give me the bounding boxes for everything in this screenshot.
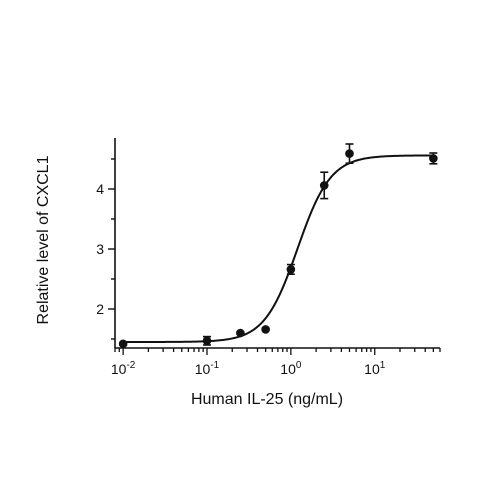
data-point	[118, 339, 128, 349]
x-tick-exponent: -1	[210, 360, 219, 371]
x-tick-label: 10-1	[195, 360, 220, 377]
data-point	[261, 325, 270, 334]
x-tick-base: 10	[280, 361, 296, 377]
x-tick-label: 10-2	[111, 360, 136, 377]
x-tick-base: 10	[195, 361, 211, 377]
x-tick-base: 10	[111, 361, 127, 377]
y-tick-label: 3	[96, 241, 104, 257]
x-tick-label: 100	[280, 360, 302, 377]
x-axis-label: Human IL-25 (ng/mL)	[191, 391, 343, 408]
data-point	[345, 149, 354, 158]
data-point	[286, 265, 296, 274]
x-axis-ticks: 10-2 10-1 100 101	[111, 348, 441, 377]
y-axis-ticks: 2 3 4	[96, 158, 115, 340]
error-bar-layer	[119, 143, 438, 346]
data-point	[236, 328, 245, 338]
data-point	[202, 336, 212, 346]
fit-curve-layer	[123, 154, 434, 343]
x-tick-label: 101	[364, 360, 386, 377]
x-tick-exponent: 0	[296, 360, 302, 371]
y-tick-label: 4	[96, 181, 104, 197]
y-axis-label: Relative level of CXCL1	[35, 155, 52, 324]
x-tick-base: 10	[364, 361, 380, 377]
fit-curve	[123, 154, 434, 343]
x-tick-exponent: -2	[126, 360, 135, 371]
data-point-layer	[118, 149, 438, 349]
y-tick-label: 2	[96, 301, 104, 317]
data-point	[429, 154, 438, 163]
x-tick-exponent: 1	[380, 360, 386, 371]
data-point	[319, 181, 329, 190]
